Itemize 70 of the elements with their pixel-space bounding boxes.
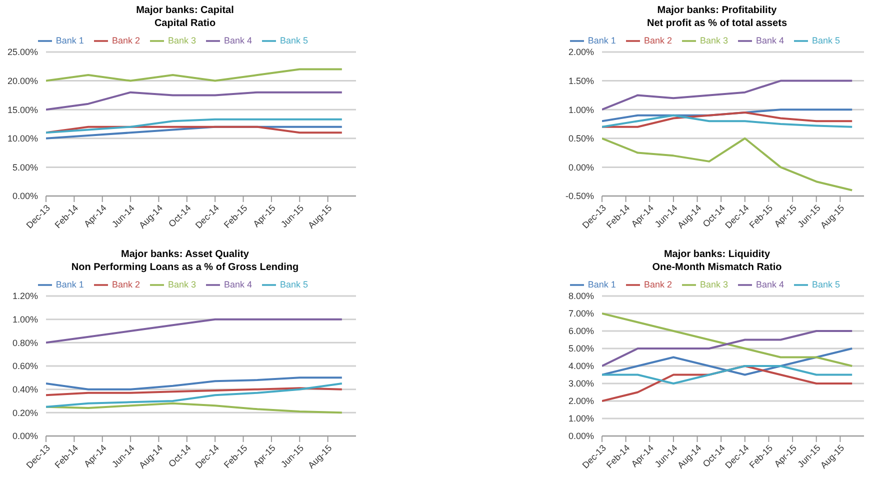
legend-label: Bank 5 <box>812 35 840 46</box>
y-tick-label: 1.20% <box>12 291 38 302</box>
line-series <box>46 91 343 111</box>
line-series <box>602 114 854 128</box>
y-tick-label: 1.00% <box>568 414 594 424</box>
line-series <box>602 137 854 192</box>
legend-label: Bank 2 <box>112 279 140 290</box>
line-series <box>46 387 343 396</box>
legend-label: Bank 2 <box>644 279 672 290</box>
y-tick-label: 0.00% <box>568 162 594 172</box>
chart-title: Major banks: Asset Quality <box>120 248 250 261</box>
chart-title: Major banks: Liquidity <box>662 248 772 261</box>
chart-subtitle: Net profit as % of total assets <box>646 17 788 30</box>
y-tick-label: 6.00% <box>568 326 594 336</box>
legend-label: Bank 5 <box>280 35 308 46</box>
line-series <box>46 376 343 390</box>
legend-label: Bank 3 <box>168 35 196 46</box>
line-series <box>602 330 854 367</box>
legend-label: Bank 4 <box>224 279 252 290</box>
y-tick-label: 7.00% <box>568 308 594 319</box>
y-tick-label: 0.20% <box>12 408 38 418</box>
chart-subtitle: Non Performing Loans as a % of Gross Lending <box>70 261 300 274</box>
y-tick-label: 8.00% <box>568 291 594 302</box>
y-tick-label: 2.00% <box>568 396 594 406</box>
legend-label: Bank 4 <box>224 35 252 46</box>
chart-subtitle: One-Month Mismatch Ratio <box>651 261 783 274</box>
y-tick-label: 0.50% <box>568 134 594 144</box>
y-tick-label: 0.60% <box>12 361 38 372</box>
chart-title: Major banks: Capital <box>135 4 235 17</box>
y-tick-label: 3.00% <box>568 378 594 389</box>
y-tick-label: 0.40% <box>12 384 38 395</box>
legend-label: Bank 1 <box>588 35 616 46</box>
line-series <box>46 402 343 414</box>
y-tick-label: 20.00% <box>7 76 38 86</box>
line-series <box>602 312 854 367</box>
line-series <box>602 111 854 128</box>
legend-label: Bank 1 <box>588 279 616 290</box>
y-tick-label: 10.00% <box>7 134 38 144</box>
y-tick-label: 1.00% <box>568 104 594 115</box>
y-tick-label: 1.00% <box>12 314 38 325</box>
y-tick-label: 4.00% <box>568 361 594 372</box>
legend-label: Bank 4 <box>756 35 784 46</box>
y-tick-label: 5.00% <box>568 344 594 354</box>
line-series <box>602 80 854 111</box>
y-tick-label: 0.00% <box>12 431 38 442</box>
legend-label: Bank 1 <box>56 35 84 46</box>
y-tick-label: 15.00% <box>7 104 38 115</box>
legend-label: Bank 2 <box>644 35 672 46</box>
legend-label: Bank 2 <box>112 35 140 46</box>
line-series <box>602 348 854 376</box>
y-tick-label: 0.00% <box>568 431 594 442</box>
y-tick-label: 2.00% <box>568 47 594 58</box>
chart-title: Major banks: Profitability <box>656 4 778 17</box>
line-series <box>46 382 343 408</box>
legend-label: Bank 4 <box>756 279 784 290</box>
legend-label: Bank 1 <box>56 279 84 290</box>
line-series <box>46 118 343 134</box>
y-tick-label: 5.00% <box>12 162 38 172</box>
y-tick-label: 0.00% <box>12 191 38 202</box>
legend-label: Bank 5 <box>280 279 308 290</box>
chart-subtitle: Capital Ratio <box>153 17 217 30</box>
legend-label: Bank 3 <box>700 35 728 46</box>
legend-label: Bank 3 <box>700 279 728 290</box>
y-tick-label: 1.50% <box>568 76 594 86</box>
legend-label: Bank 5 <box>812 279 840 290</box>
y-tick-label: -0.50% <box>565 191 594 202</box>
line-series <box>46 318 343 344</box>
legend-label: Bank 3 <box>168 279 196 290</box>
y-tick-label: 25.00% <box>7 47 38 58</box>
y-tick-label: 0.80% <box>12 338 38 348</box>
